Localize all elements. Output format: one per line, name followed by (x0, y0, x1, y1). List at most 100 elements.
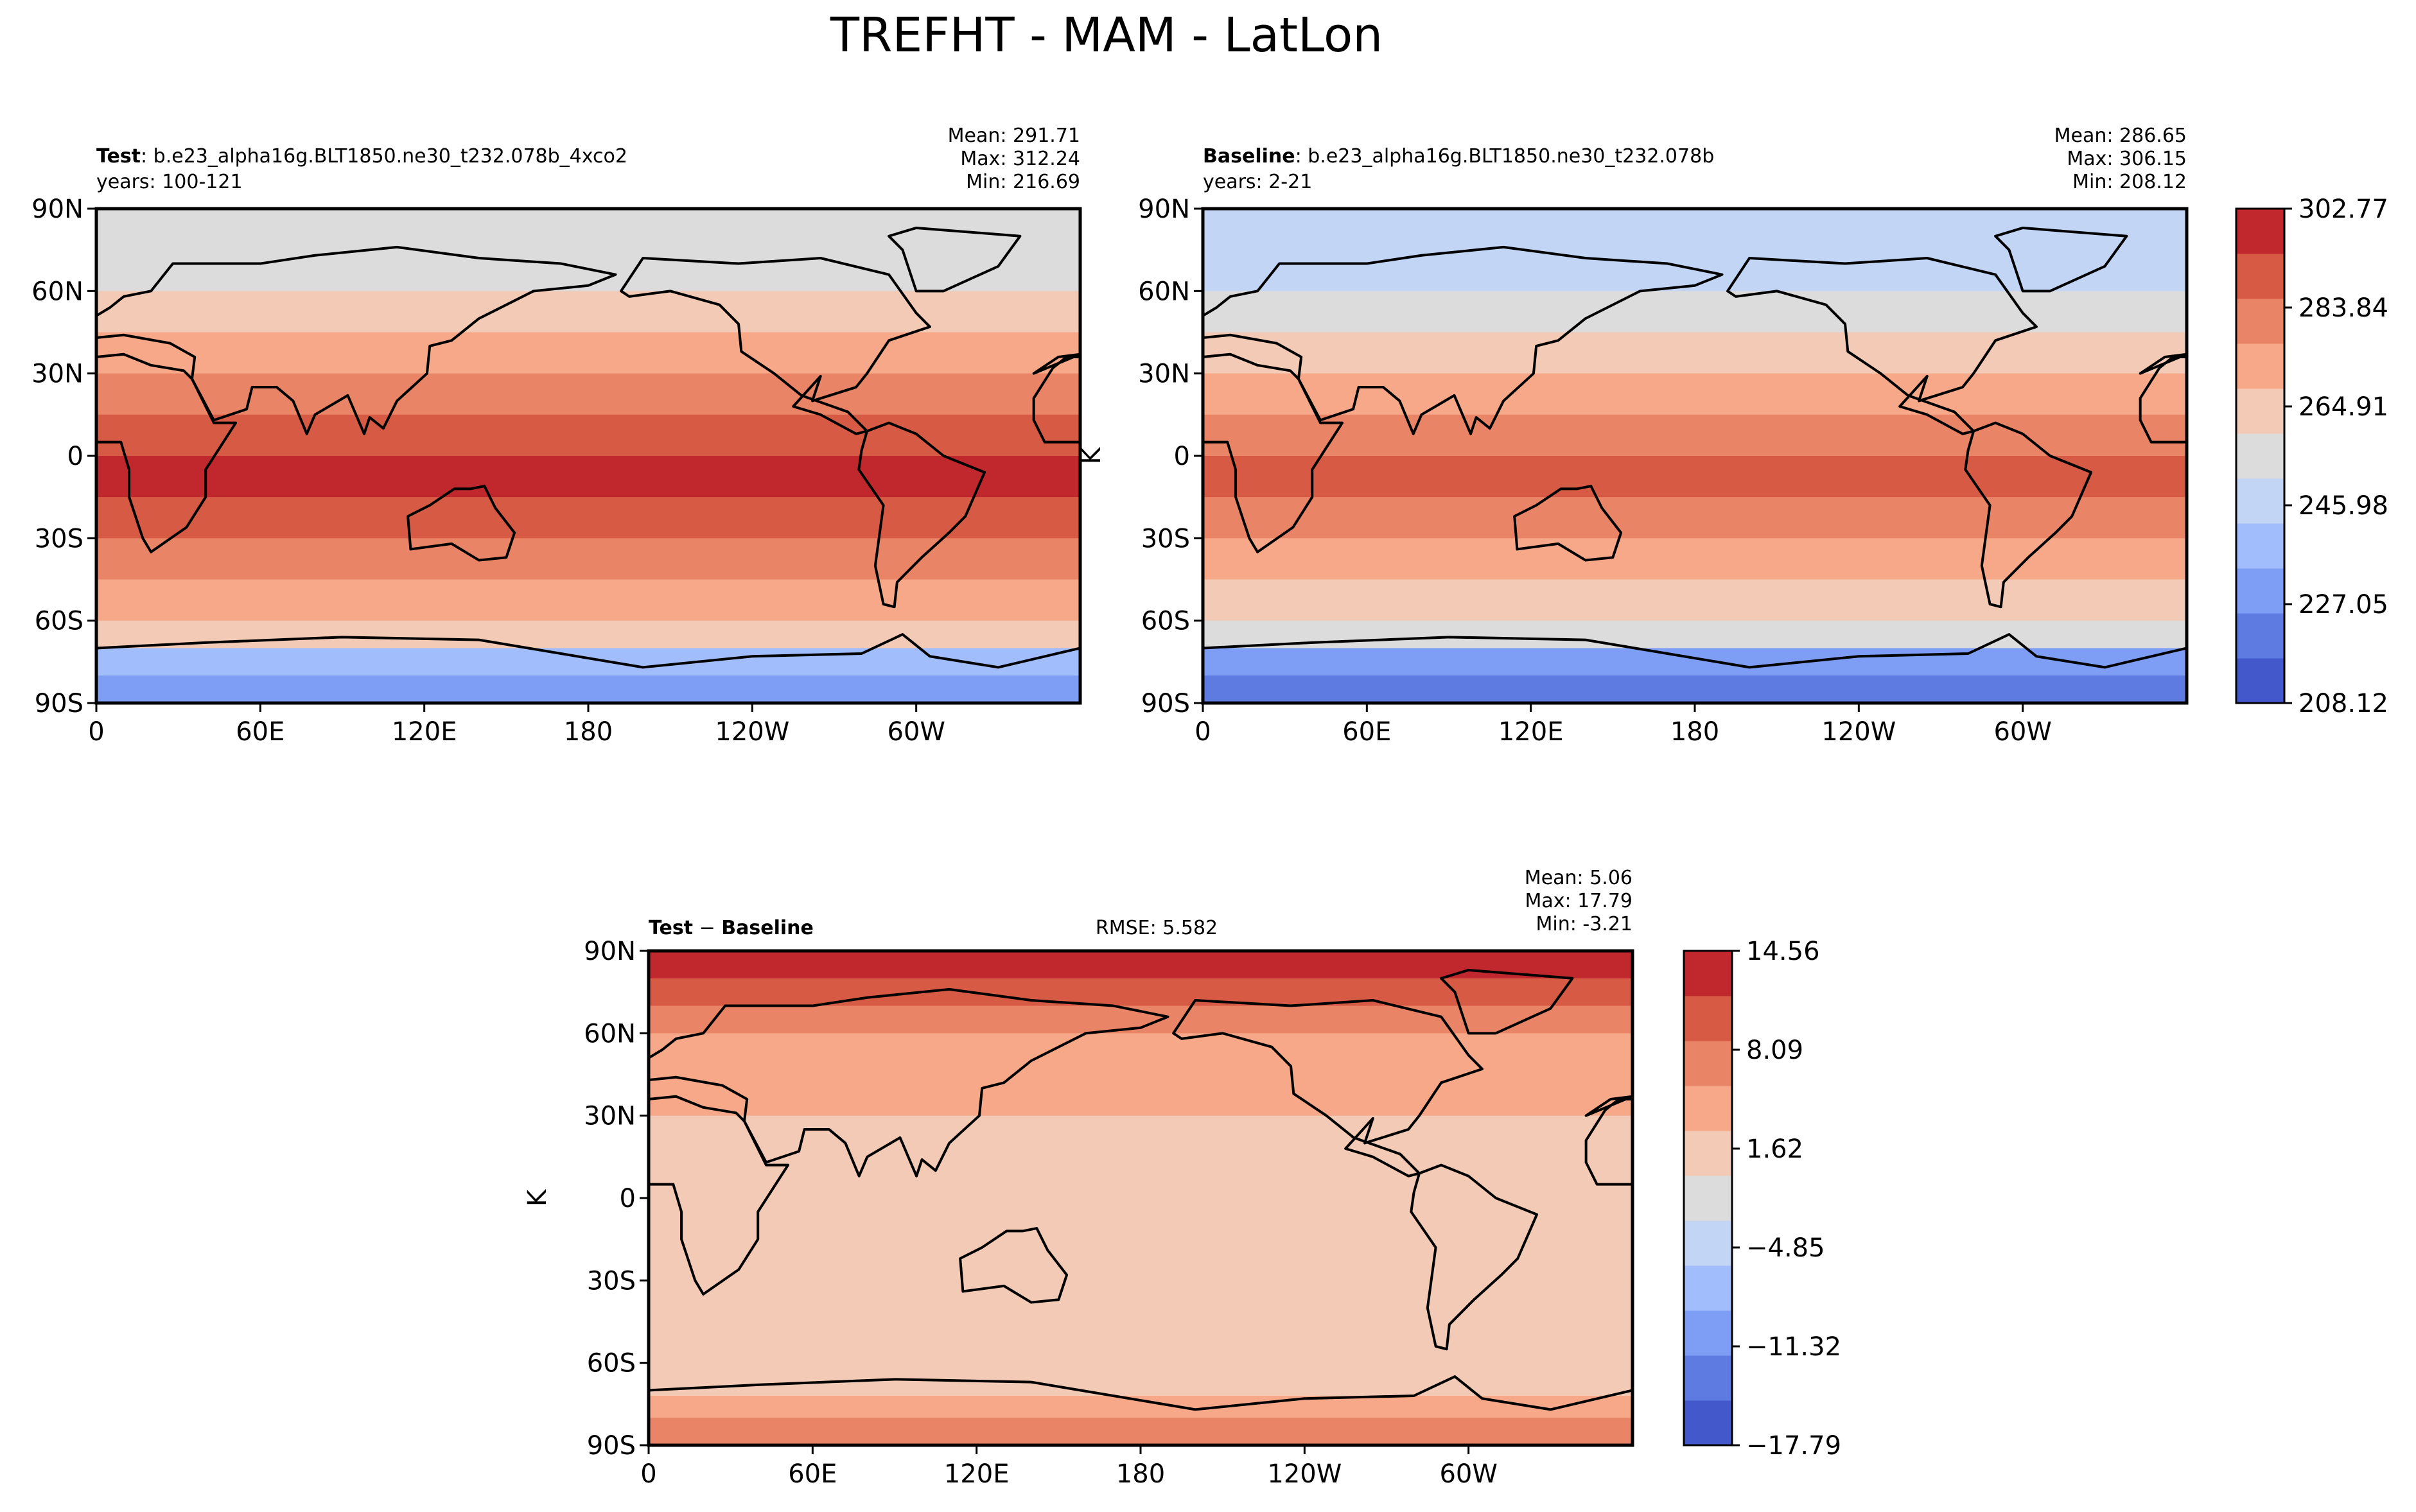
y-tick-label: 60S (587, 1349, 636, 1378)
colorbar-segment (2236, 568, 2284, 614)
x-tick-label: 0 (1195, 717, 1211, 747)
band (1203, 620, 2187, 649)
band (96, 373, 1080, 415)
stat-line: Mean: 5.06 (1525, 867, 1633, 889)
band (96, 648, 1080, 677)
coastline-south-america (1410, 1163, 1539, 1351)
coastline-africa-west (1032, 356, 1080, 444)
colorbar-segment (2236, 433, 2284, 479)
coastline-greenland (1994, 226, 2128, 293)
x-tick-label: 120W (1267, 1459, 1342, 1489)
stat-line: Min: -3.21 (1536, 913, 1633, 935)
colorbar-segment (2236, 478, 2284, 524)
band (1203, 456, 2187, 498)
x-tick-label: 60W (887, 717, 945, 747)
stat-line: Min: 208.12 (2072, 171, 2187, 193)
coastline-africa-east (96, 352, 238, 553)
colorbar-segment (2236, 299, 2284, 344)
band (1203, 332, 2187, 374)
colorbar-tick-label: −4.85 (1746, 1233, 1825, 1263)
panel-label: Baseline: b.e23_alpha16g.BLT1850.ne30_t2… (1203, 145, 1714, 168)
band (96, 414, 1080, 456)
panel-difference: 0 60E 120E 180 120W 60W 90N 60N 30N 0 30S 60S 90S K Te… (523, 867, 1841, 1489)
colorbar-segment (2236, 613, 2284, 659)
coastline-north-america (1172, 999, 1484, 1177)
panel-label-bold: Test (649, 917, 693, 939)
band (1203, 291, 2187, 333)
coastline-africa-east (1203, 352, 1344, 553)
y-tick-label: 90N (584, 937, 636, 966)
y-tick-label: 30N (1138, 360, 1190, 389)
colorbar-tick-label: 14.56 (1746, 937, 1820, 966)
band (96, 538, 1080, 580)
figure-title: TREFHT - MAM - LatLon (830, 8, 1383, 63)
band (1203, 209, 2187, 251)
x-tick-label: 60W (1439, 1459, 1497, 1489)
y-tick-label: 0 (620, 1184, 636, 1213)
band (649, 951, 1633, 979)
colorbar-segment (2236, 343, 2284, 389)
panel-baseline: 0 60E 120E 180 120W 60W 90N 60N 30N 0 30S 60S 90S K Ba… (1077, 125, 2388, 747)
band (96, 497, 1080, 539)
coastline-antarctica (96, 633, 1080, 703)
x-tick-label: 0 (88, 717, 104, 747)
x-tick-label: 120E (944, 1459, 1010, 1489)
panel-label-mid: − (693, 917, 721, 939)
band (1203, 497, 2187, 539)
coastline-south-america (857, 421, 986, 609)
band (1203, 538, 2187, 580)
coastline-africa-west (1584, 1098, 1633, 1186)
band (96, 620, 1080, 649)
panel-label-bold2: Baseline (721, 917, 814, 939)
y-tick-label: 60S (35, 607, 83, 636)
colorbar-tick-label: 302.77 (2298, 195, 2388, 224)
colorbar-segment (2236, 523, 2284, 569)
x-tick-label: 120W (1821, 717, 1896, 747)
colorbar-segment (1684, 1310, 1732, 1356)
colorbar-segment (1684, 1400, 1732, 1446)
y-tick-label: 30S (35, 524, 83, 553)
stat-line: Max: 17.79 (1525, 890, 1633, 912)
band (1203, 579, 2187, 621)
colorbar-tick-label: 227.05 (2298, 590, 2388, 620)
coastline-south-america (1964, 421, 2093, 609)
band (96, 456, 1080, 498)
y-axis-label: K (523, 1188, 552, 1206)
colorbar-segment (2236, 254, 2284, 299)
panel-years: years: 2-21 (1203, 171, 1312, 193)
coastline-antarctica (1203, 633, 2187, 703)
x-tick-label: 60W (1993, 717, 2051, 747)
panel-label: Test: b.e23_alpha16g.BLT1850.ne30_t232.0… (96, 145, 627, 168)
colorbar-segment (1684, 951, 1732, 996)
panel-label-bold: Test (96, 145, 141, 168)
x-tick-label: 60E (236, 717, 284, 747)
colorbar-segment (1684, 1355, 1732, 1401)
colorbar-tick-label: 264.91 (2298, 392, 2388, 422)
colorbar-segment (2236, 658, 2284, 704)
band (1203, 373, 2187, 415)
contour-field (96, 209, 1080, 703)
stat-line: Max: 306.15 (2067, 148, 2187, 170)
y-tick-label: 60N (584, 1019, 636, 1048)
y-axis-label: K (1077, 446, 1107, 464)
colorbar-segment (1684, 1221, 1732, 1266)
colorbar: 14.56 8.09 1.62 −4.85 −11.32 −17.79 (1683, 937, 1841, 1461)
x-tick-label: 0 (640, 1459, 656, 1489)
colorbar-tick-label: 8.09 (1746, 1036, 1803, 1065)
y-tick-label: 60S (1141, 607, 1190, 636)
colorbar-tick-label: −11.32 (1746, 1332, 1841, 1362)
colorbar-tick-label: 245.98 (2298, 491, 2388, 521)
colorbar-segment (1684, 1086, 1732, 1131)
y-tick-label: 60N (31, 277, 83, 306)
y-tick-label: 90N (31, 195, 83, 224)
colorbar-segment (1684, 1265, 1732, 1311)
panel-label: Test − Baseline (649, 917, 814, 939)
colorbar-segment (1684, 1176, 1732, 1221)
x-tick-label: 180 (1670, 717, 1719, 747)
colorbar-tick-label: 1.62 (1746, 1134, 1803, 1164)
band (96, 291, 1080, 333)
y-tick-label: 0 (67, 442, 83, 471)
panel-years: years: 100-121 (96, 171, 243, 193)
panel-label-rest: : b.e23_alpha16g.BLT1850.ne30_t232.078b (1295, 145, 1715, 168)
y-tick-label: 60N (1138, 277, 1190, 306)
